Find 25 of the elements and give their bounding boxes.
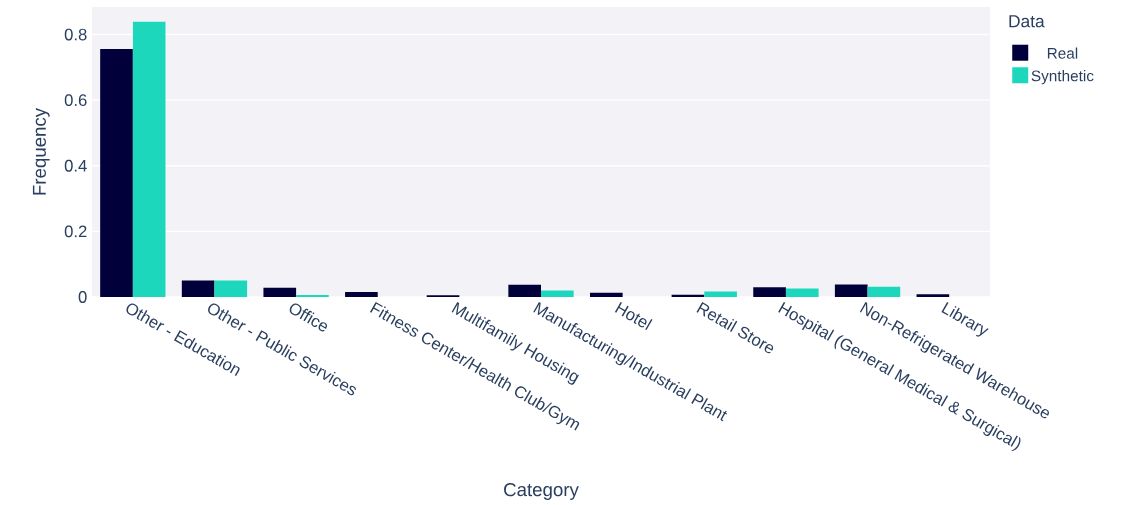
legend-label: Real: [1047, 47, 1078, 59]
y-tick-label: 0: [78, 291, 87, 303]
bar: [589, 292, 623, 297]
bar: [753, 287, 786, 297]
bar: [508, 284, 541, 297]
legend-title: Data: [1009, 15, 1045, 28]
y-tick-label: 0.6: [64, 94, 87, 107]
bar: [867, 286, 901, 297]
bar: [181, 280, 215, 297]
bar: [345, 292, 378, 297]
bar: [785, 288, 819, 297]
y-tick-label: 0.4: [64, 159, 87, 172]
bar: [263, 287, 297, 297]
bar: [704, 291, 737, 297]
y-tick-label: 0.2: [64, 225, 87, 238]
x-axis-title: Category: [504, 483, 579, 500]
bar: [100, 48, 133, 297]
bar: [214, 280, 248, 297]
bar: [132, 21, 166, 297]
bar: [834, 284, 868, 297]
bar: [916, 294, 950, 297]
y-axis-title: Frequency: [32, 107, 50, 195]
y-tick-label: 0.8: [64, 28, 87, 41]
bar: [541, 290, 574, 297]
legend-label: Synthetic: [1031, 70, 1094, 85]
